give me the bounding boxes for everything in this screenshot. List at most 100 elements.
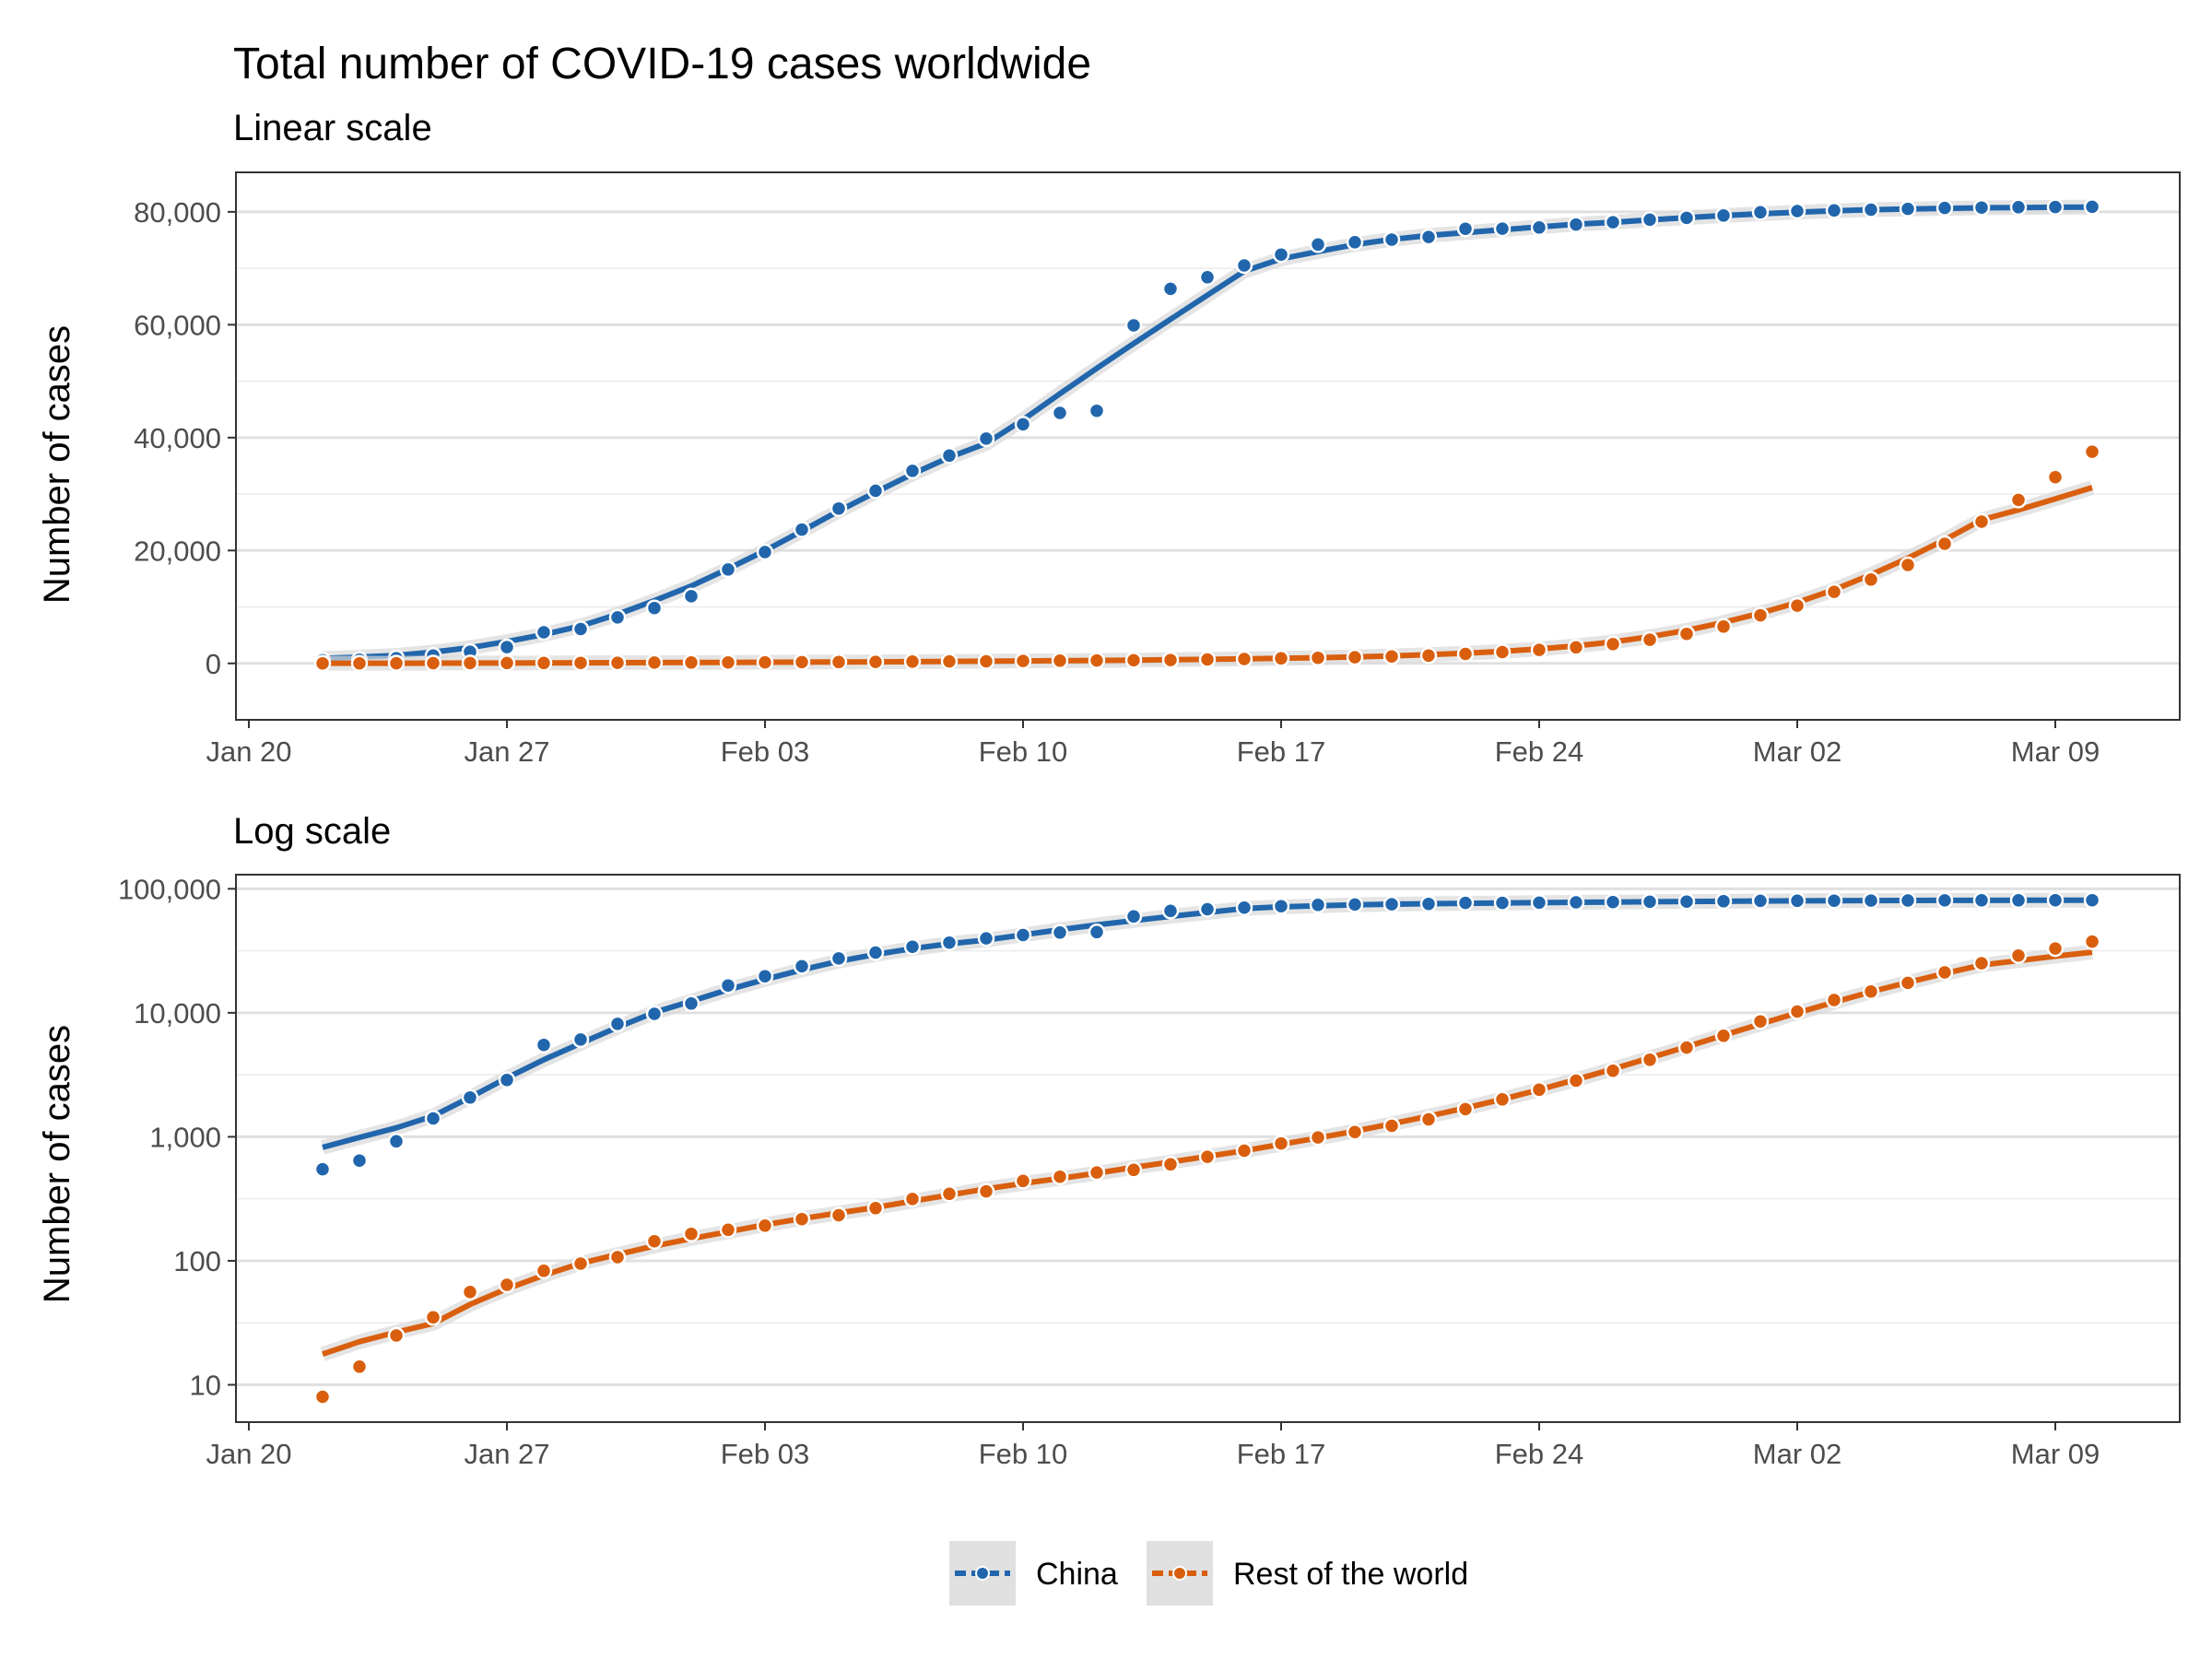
data-point-china: [535, 623, 553, 641]
data-point-rest-of-the-world: [498, 1276, 516, 1294]
data-point-rest-of-the-world: [1309, 1128, 1327, 1147]
y-tick-label: 10: [190, 1369, 221, 1401]
data-point-rest-of-the-world: [1825, 582, 1843, 601]
data-point-china: [1161, 902, 1180, 920]
data-point-china: [535, 1036, 553, 1053]
data-point-rest-of-the-world: [571, 653, 590, 672]
data-point-rest-of-the-world: [682, 653, 700, 672]
data-point-rest-of-the-world: [1899, 556, 1917, 574]
data-point-rest-of-the-world: [1530, 1081, 1548, 1099]
data-point-rest-of-the-world: [2083, 933, 2101, 950]
data-point-rest-of-the-world: [1936, 963, 1954, 982]
data-point-rest-of-the-world: [1972, 954, 1991, 972]
data-point-rest-of-the-world: [1198, 651, 1217, 668]
data-point-rest-of-the-world: [1567, 639, 1585, 656]
x-tick-label: Jan 27: [464, 735, 549, 768]
x-tick-label: Mar 02: [1753, 735, 1841, 768]
data-point-rest-of-the-world: [498, 654, 516, 672]
y-axis-label-log: Number of cases: [37, 1025, 77, 1303]
data-point-china: [1788, 892, 1806, 910]
data-point-china: [1604, 893, 1622, 911]
data-point-rest-of-the-world: [1456, 1100, 1475, 1118]
data-point-china: [571, 1030, 590, 1049]
data-point-china: [645, 599, 664, 617]
data-point-rest-of-the-world: [1751, 606, 1770, 624]
y-tick-label: 60,000: [134, 309, 221, 341]
panel-subtitle-log: Log scale: [233, 811, 391, 852]
data-point-china: [756, 967, 774, 985]
data-point-rest-of-the-world: [1899, 974, 1917, 992]
data-point-rest-of-the-world: [645, 1232, 664, 1250]
data-point-rest-of-the-world: [1161, 651, 1180, 669]
data-point-china: [866, 482, 885, 500]
data-point-china: [1567, 893, 1585, 912]
data-point-china: [1419, 228, 1438, 246]
data-point-china: [645, 1005, 664, 1023]
data-point-rest-of-the-world: [387, 654, 406, 672]
gridlines-log: [236, 887, 2180, 1386]
data-point-rest-of-the-world: [1862, 571, 1880, 589]
x-ticks-linear: Jan 20 Jan 27 Feb 03 Feb 10 Feb 17 Feb 24 Mar …: [206, 720, 2100, 768]
data-point-china: [1899, 891, 1917, 910]
data-point-rest-of-the-world: [350, 1358, 369, 1376]
data-point-rest-of-the-world: [1604, 635, 1622, 653]
data-point-rest-of-the-world: [1493, 1090, 1512, 1109]
data-point-rest-of-the-world: [866, 1199, 885, 1218]
data-point-china: [2046, 891, 2065, 909]
data-point-rest-of-the-world: [424, 1309, 442, 1326]
data-point-china: [1714, 892, 1733, 911]
data-point-china: [793, 958, 811, 975]
data-point-rest-of-the-world: [1382, 647, 1401, 665]
data-point-china: [682, 587, 700, 606]
x-tick-label: Jan 27: [464, 1438, 549, 1470]
x-tick-label: Feb 10: [979, 735, 1068, 768]
data-point-china: [1272, 897, 1290, 915]
y-ticks-log: 10 100 1,000 10,000 100,000: [118, 873, 236, 1401]
data-point-china: [1530, 218, 1548, 237]
data-point-rest-of-the-world: [387, 1326, 406, 1345]
data-point-china: [977, 929, 995, 947]
data-point-china: [830, 500, 848, 517]
data-point-rest-of-the-world: [1456, 645, 1475, 663]
data-point-rest-of-the-world: [1198, 1147, 1217, 1166]
y-tick-label: 20,000: [134, 535, 221, 567]
x-tick-label: Jan 20: [206, 1438, 291, 1470]
data-point-china: [387, 1133, 406, 1150]
data-point-china: [1382, 230, 1401, 249]
data-point-china: [1972, 198, 1991, 217]
data-point-rest-of-the-world: [1346, 648, 1364, 666]
data-point-rest-of-the-world: [571, 1254, 590, 1273]
data-point-rest-of-the-world: [830, 1206, 848, 1224]
data-point-rest-of-the-world: [1088, 652, 1106, 669]
data-point-china: [903, 937, 922, 956]
data-point-rest-of-the-world: [719, 653, 737, 671]
data-point-china: [498, 638, 516, 656]
data-point-china: [940, 447, 959, 465]
data-point-china: [1936, 199, 1954, 217]
data-point-china: [719, 560, 737, 579]
panel-border-log: [235, 874, 2181, 1423]
data-point-rest-of-the-world: [903, 1190, 922, 1208]
y-tick-label: 0: [206, 648, 221, 680]
data-point-rest-of-the-world: [1677, 625, 1696, 642]
data-point-rest-of-the-world: [830, 653, 848, 671]
data-point-china: [608, 1015, 627, 1033]
x-tick-label: Feb 03: [721, 735, 810, 768]
data-point-rest-of-the-world: [1014, 1172, 1032, 1190]
data-point-rest-of-the-world: [1382, 1117, 1401, 1135]
data-point-rest-of-the-world: [1972, 512, 1991, 531]
y-tick-label: 100: [173, 1245, 221, 1277]
data-point-china: [756, 543, 774, 561]
data-point-rest-of-the-world: [1641, 630, 1659, 649]
data-point-china: [350, 1151, 369, 1170]
data-point-china: [1051, 404, 1069, 422]
x-tick-label: Feb 17: [1237, 1438, 1326, 1470]
x-tick-label: Feb 24: [1495, 735, 1584, 768]
data-point-china: [1272, 245, 1290, 264]
panel-border-linear: [235, 171, 2181, 721]
data-point-china: [1419, 895, 1438, 912]
data-point-china: [682, 994, 700, 1013]
confidence-band-rest-of-the-world: [323, 480, 2095, 671]
y-tick-label: 1,000: [149, 1121, 221, 1153]
